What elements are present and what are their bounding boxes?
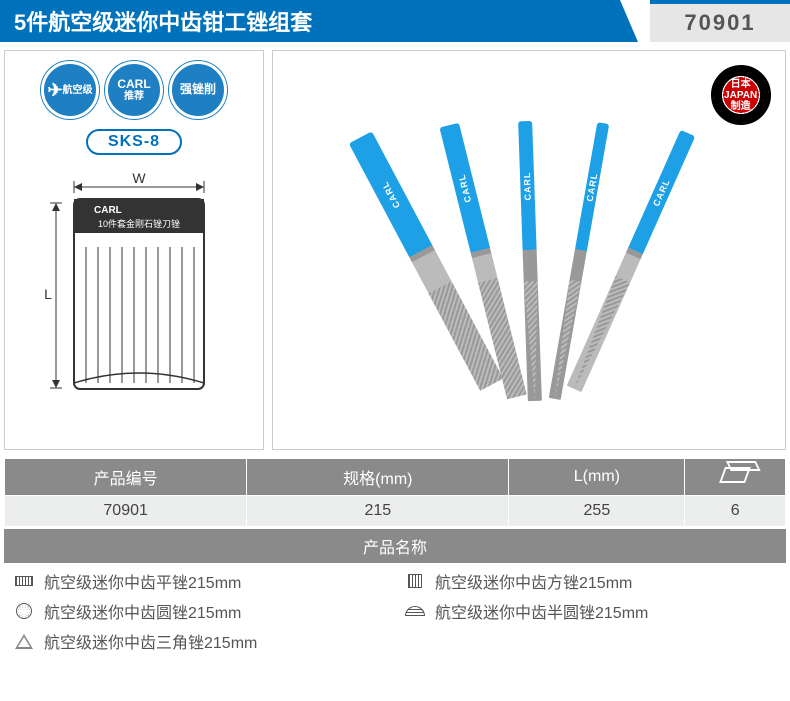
th-code: 产品编号 [5, 459, 247, 496]
file-brand-1: CARL [380, 180, 402, 210]
spec-table: 产品编号 规格(mm) L(mm) 70901 215 255 6 [4, 458, 786, 527]
name-label-flat: 航空级迷你中齿平锉215mm [44, 569, 241, 593]
strong-badge-icon: 强锉削 [169, 61, 227, 119]
file-brand-2: CARL [456, 173, 473, 204]
shape-flat-icon [14, 573, 34, 589]
names-grid: 航空级迷你中齿平锉215mm 航空级迷你中齿方锉215mm 航空级迷你中齿圆锉2… [0, 563, 790, 663]
th-qty [685, 459, 786, 496]
td-spec: 215 [247, 496, 509, 527]
file-brand-3: CARL [522, 171, 533, 200]
file-brand-5: CARL [651, 177, 672, 208]
l-label: L [44, 286, 52, 302]
panels-row: 航空级 CARL推荐 强锉削 SKS-8 W [0, 42, 790, 454]
shape-round-icon [14, 603, 34, 619]
box-icon [719, 467, 751, 483]
file-round: CARL [518, 121, 542, 401]
th-l: L(mm) [509, 459, 685, 496]
pack-text: 10件套金刚石锉刀锉 [98, 218, 180, 229]
carl-badge-main: 推荐 [117, 91, 150, 102]
aviation-badge-label: 航空级 [63, 85, 93, 96]
product-title: 5件航空级迷你中齿钳工锉组套 [0, 0, 620, 42]
strong-badge-label: 强锉削 [180, 83, 216, 96]
td-l: 255 [509, 496, 685, 527]
carl-badge-icon: CARL推荐 [105, 61, 163, 119]
th-spec: 规格(mm) [247, 459, 509, 496]
spec-header-row: 产品编号 规格(mm) L(mm) [5, 459, 786, 496]
header-bar: 5件航空级迷你中齿钳工锉组套 70901 [0, 0, 790, 42]
names-header: 产品名称 [4, 529, 786, 563]
td-qty: 6 [685, 496, 786, 527]
shape-half-icon [405, 603, 425, 619]
name-label-half: 航空级迷你中齿半圆锉215mm [435, 599, 648, 623]
name-label-square: 航空级迷你中齿方锉215mm [435, 569, 632, 593]
shape-tri-icon [14, 633, 34, 649]
w-label: W [132, 173, 146, 186]
pack-brand: CARL [94, 205, 122, 216]
carl-badge-top: CARL [117, 77, 150, 91]
name-item-tri: 航空级迷你中齿三角锉215mm [14, 629, 385, 653]
material-pill: SKS-8 [86, 129, 182, 155]
name-item-round: 航空级迷你中齿圆锉215mm [14, 599, 385, 623]
spec-data-row: 70901 215 255 6 [5, 496, 786, 527]
file-brand-4: CARL [585, 172, 600, 202]
name-item-flat: 航空级迷你中齿平锉215mm [14, 569, 385, 593]
name-label-tri: 航空级迷你中齿三角锉215mm [44, 629, 257, 653]
product-code: 70901 [650, 0, 790, 42]
name-item-square: 航空级迷你中齿方锉215mm [405, 569, 776, 593]
file-tri: CARL [567, 130, 696, 392]
product-photo: CARL CARL CARL CARL CARL [273, 51, 785, 449]
name-item-half: 航空级迷你中齿半圆锉215mm [405, 599, 776, 623]
name-label-round: 航空级迷你中齿圆锉215mm [44, 599, 241, 623]
right-panel: 日本JAPAN制造 CARL CARL CARL CARL CARL [272, 50, 786, 450]
left-panel: 航空级 CARL推荐 强锉削 SKS-8 W [4, 50, 264, 450]
badges-row: 航空级 CARL推荐 强锉削 [41, 61, 227, 119]
td-code: 70901 [5, 496, 247, 527]
packaging-diagram: W L CARL 10件套金刚石锉刀锉 [34, 173, 234, 403]
aviation-badge-icon: 航空级 [41, 61, 99, 119]
product-sheet: 5件航空级迷你中齿钳工锉组套 70901 航空级 CARL推荐 强锉削 SKS-… [0, 0, 790, 663]
shape-square-icon [405, 573, 425, 589]
